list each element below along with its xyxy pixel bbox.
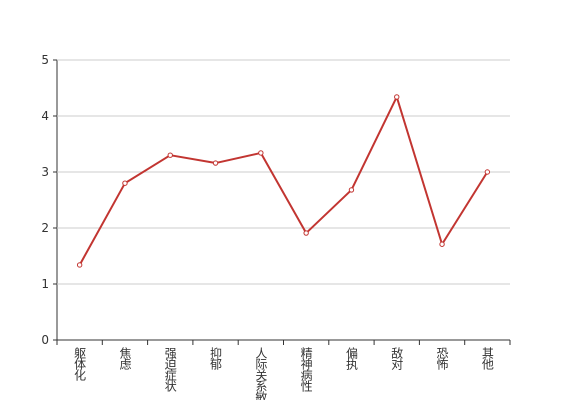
point [122,180,128,186]
x-tick-label: 躯体化 [73,346,87,382]
point [439,241,445,247]
point [303,230,309,236]
point [258,150,264,156]
y-tick-label: 3 [41,165,49,179]
y-tick-label: 4 [41,109,49,123]
y-tick-label: 2 [41,221,49,235]
x-tick-label: 其他 [480,347,494,370]
x-tick-label: 抑郁 [209,346,223,371]
point [76,262,83,268]
y-tick-label: 0 [41,333,49,347]
x-tick-label: 恐怖 [435,347,449,370]
line [78,95,489,266]
point [167,152,173,158]
x-tick-label: 焦虑 [118,347,132,370]
x-tick-label: 偏执 [344,346,358,371]
y-tick-label: 5 [41,53,49,67]
y-tick-label: 1 [41,277,49,291]
x-tick-label: 强迫症状 [163,347,177,392]
point [348,187,355,193]
x-tick-label: 敌对 [390,346,404,370]
point [394,94,400,100]
x-tick-label: 人际关系敏感 [254,347,268,400]
point [484,169,491,175]
point [212,160,219,166]
x-tick-label: 精神病性 [299,347,313,393]
